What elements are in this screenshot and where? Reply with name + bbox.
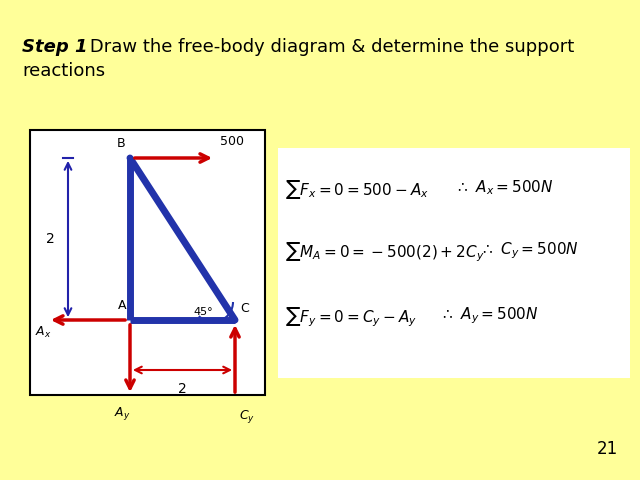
Text: $\sum M_A = 0 = -500(2) + 2C_y$: $\sum M_A = 0 = -500(2) + 2C_y$ — [285, 240, 484, 264]
Text: 45°: 45° — [193, 307, 212, 317]
FancyBboxPatch shape — [278, 148, 630, 378]
Text: 2: 2 — [45, 232, 54, 246]
FancyBboxPatch shape — [30, 130, 265, 395]
Text: $\therefore\ C_y = 500N$: $\therefore\ C_y = 500N$ — [480, 240, 579, 261]
Text: C: C — [240, 302, 249, 315]
Text: B: B — [116, 137, 125, 150]
Text: 500: 500 — [220, 135, 244, 148]
Text: : Draw the free-body diagram & determine the support: : Draw the free-body diagram & determine… — [78, 38, 574, 56]
Text: A: A — [118, 299, 126, 312]
Text: $\sum F_x = 0 = 500 - A_x$: $\sum F_x = 0 = 500 - A_x$ — [285, 178, 429, 201]
Text: 2: 2 — [178, 382, 187, 396]
Text: Step 1: Step 1 — [22, 38, 88, 56]
Text: 21: 21 — [596, 440, 618, 458]
Text: $C_y$: $C_y$ — [239, 408, 255, 425]
Text: $\sum F_y = 0 = C_y - A_y$: $\sum F_y = 0 = C_y - A_y$ — [285, 305, 417, 329]
Text: $A_y$: $A_y$ — [114, 405, 131, 422]
Text: $\therefore\ A_x = 500N$: $\therefore\ A_x = 500N$ — [455, 178, 554, 197]
Text: $\therefore\ A_y = 500N$: $\therefore\ A_y = 500N$ — [440, 305, 539, 325]
Text: reactions: reactions — [22, 62, 105, 80]
Text: $A_x$: $A_x$ — [35, 325, 51, 340]
